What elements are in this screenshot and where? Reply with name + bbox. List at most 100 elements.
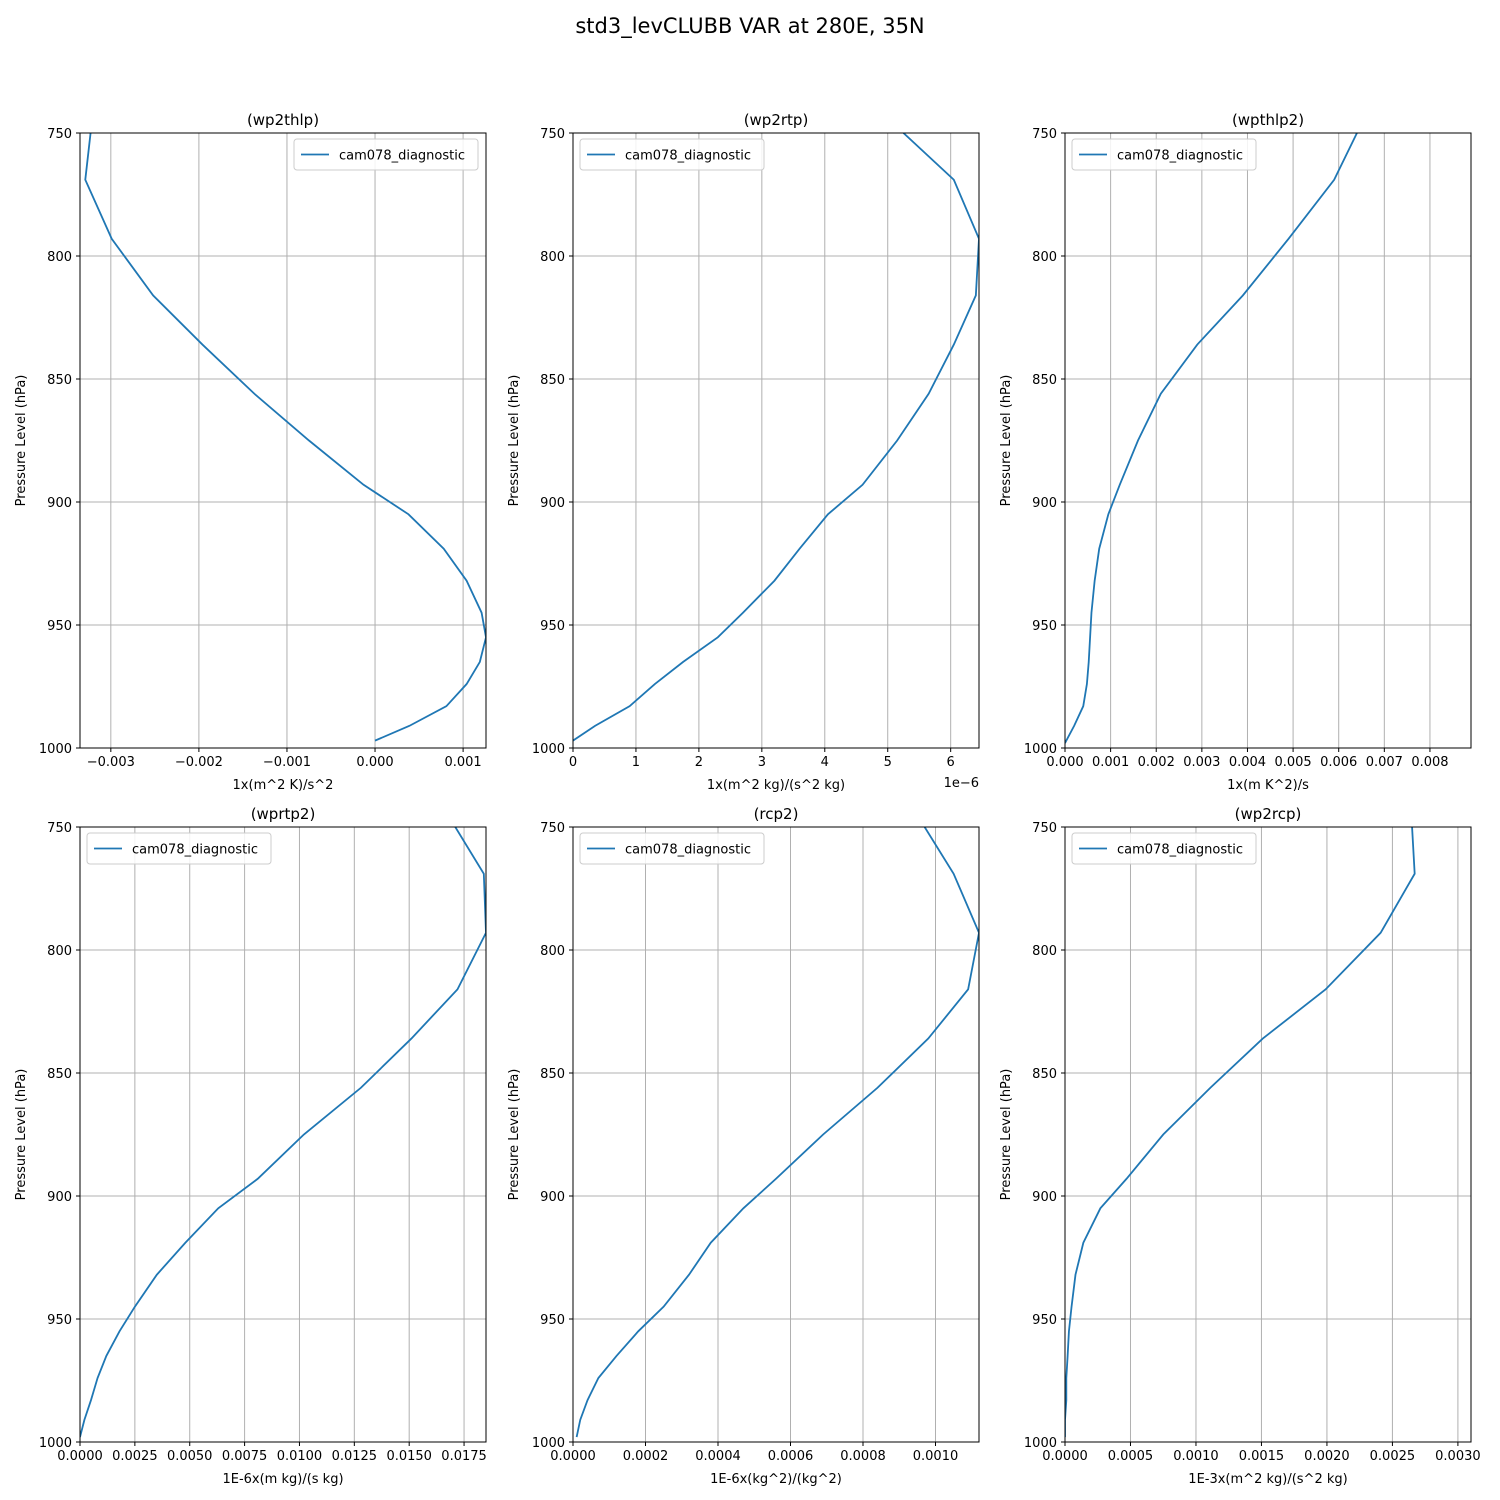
x-tick-label: 0.0125 — [332, 1449, 378, 1464]
y-axis-label: Pressure Level (hPa) — [507, 1069, 522, 1201]
legend-box — [1071, 138, 1257, 171]
y-axis-label: Pressure Level (hPa) — [507, 375, 522, 507]
legend-box — [293, 138, 479, 171]
y-tick-label: 800 — [1032, 944, 1057, 959]
y-tick-label: 850 — [47, 1067, 72, 1082]
y-tick-label: 950 — [1032, 619, 1057, 634]
legend-box — [579, 138, 765, 171]
x-tick-label: 0.0006 — [768, 1449, 814, 1464]
x-tick-label: 0.000 — [1046, 755, 1083, 770]
axes-frame — [79, 826, 487, 1443]
x-tick-label: 0.0015 — [1239, 1449, 1285, 1464]
legend-label: cam078_diagnostic — [339, 149, 465, 164]
x-axis-label: 1E-6x(kg^2)/(kg^2) — [710, 1472, 842, 1487]
x-tick-label: 0.0175 — [441, 1449, 487, 1464]
axes-frame — [572, 132, 980, 749]
x-tick-label: 0.0005 — [1108, 1449, 1154, 1464]
y-tick-label: 1000 — [532, 742, 565, 757]
x-tick-label: 0.0008 — [840, 1449, 886, 1464]
x-tick-label: 0 — [569, 755, 577, 770]
y-tick-label: 1000 — [1024, 1436, 1057, 1451]
x-tick-label: 0.0000 — [57, 1449, 103, 1464]
subplot-4: 0.0000 0.0025 0.0050 0.0075 0.0100 0.0125 0.01… — [14, 805, 487, 1487]
y-tick-label: 800 — [1032, 250, 1057, 265]
y-axis-label: Pressure Level (hPa) — [999, 375, 1014, 507]
legend-label: cam078_diagnostic — [1117, 149, 1243, 164]
legend-box — [1071, 832, 1257, 865]
x-tick-label: 0.006 — [1320, 755, 1357, 770]
legend-label: cam078_diagnostic — [625, 149, 751, 164]
subplot-3: 0.000 0.001 0.002 0.003 0.004 0.005 0.006 0.007… — [999, 111, 1472, 793]
y-tick-label: 750 — [1032, 821, 1057, 836]
subplot-6: 0.0000 0.0005 0.0010 0.0015 0.0020 0.0025 0.00… — [999, 805, 1481, 1487]
subplot-title: (rcp2) — [754, 805, 799, 823]
x-tick-label: 0.0004 — [695, 1449, 741, 1464]
x-tick-label: 3 — [758, 755, 766, 770]
y-axis-label: Pressure Level (hPa) — [14, 375, 29, 507]
y-tick-label: 1000 — [1024, 742, 1057, 757]
subplot-2: 0 1 2 3 4 5 6 750 800 850 900 950 1000 1e−6 (wp2rtp) 1x… — [507, 111, 980, 793]
y-tick-label: 800 — [540, 250, 565, 265]
x-tick-label: 0.0002 — [623, 1449, 669, 1464]
legend-box — [86, 832, 272, 865]
y-tick-label: 850 — [47, 373, 72, 388]
y-tick-label: 950 — [540, 619, 565, 634]
x-tick-label: 4 — [821, 755, 829, 770]
x-axis-label: 1x(m^2 K)/s^2 — [233, 778, 334, 793]
legend: cam078_diagnostic — [579, 832, 765, 865]
y-tick-label: 800 — [47, 944, 72, 959]
y-tick-label: 750 — [1032, 127, 1057, 142]
y-tick-label: 950 — [47, 619, 72, 634]
x-tick-label: 0.007 — [1366, 755, 1403, 770]
x-tick-label: 0.001 — [444, 755, 481, 770]
y-tick-label: 750 — [540, 127, 565, 142]
axes-frame — [572, 826, 980, 1443]
y-tick-label: 750 — [540, 821, 565, 836]
x-tick-label: 0.008 — [1411, 755, 1448, 770]
axes-frame — [79, 132, 487, 749]
x-tick-label: 0.0010 — [913, 1449, 959, 1464]
y-tick-label: 850 — [540, 373, 565, 388]
x-tick-label: 0.0075 — [222, 1449, 268, 1464]
legend: cam078_diagnostic — [86, 832, 272, 865]
x-tick-label: 0.0020 — [1304, 1449, 1350, 1464]
subplot-1: −0.003 −0.002 −0.001 0.000 0.001 750 800 850 900… — [14, 111, 487, 793]
y-tick-label: 1000 — [39, 742, 72, 757]
y-tick-label: 900 — [540, 496, 565, 511]
x-offset-text: 1e−6 — [944, 776, 979, 791]
x-tick-label: 0.001 — [1092, 755, 1129, 770]
x-tick-label: 0.0100 — [277, 1449, 323, 1464]
y-tick-label: 900 — [47, 496, 72, 511]
legend-label: cam078_diagnostic — [1117, 843, 1243, 858]
x-tick-label: −0.002 — [175, 755, 223, 770]
y-tick-label: 950 — [47, 1313, 72, 1328]
x-axis-label: 1E-3x(m^2 kg)/(s^2 kg) — [1188, 1472, 1347, 1487]
series-line-1 — [575, 827, 979, 1438]
x-axis-label: 1x(m^2 kg)/(s^2 kg) — [707, 778, 845, 793]
x-tick-label: 0.0000 — [1042, 1449, 1088, 1464]
x-tick-label: 2 — [695, 755, 703, 770]
x-tick-label: 0.003 — [1183, 755, 1220, 770]
axes-frame — [1064, 826, 1472, 1443]
y-tick-label: 900 — [1032, 1190, 1057, 1205]
y-tick-label: 950 — [540, 1313, 565, 1328]
y-tick-label: 950 — [1032, 1313, 1057, 1328]
subplot-title: (wp2thlp) — [247, 111, 319, 129]
x-tick-label: 0.0000 — [550, 1449, 596, 1464]
y-tick-label: 900 — [540, 1190, 565, 1205]
series-line-1 — [84, 133, 486, 742]
legend-label: cam078_diagnostic — [132, 843, 258, 858]
y-tick-label: 1000 — [39, 1436, 72, 1451]
x-axis-label: 1E-6x(m kg)/(s kg) — [222, 1472, 343, 1487]
x-tick-label: 6 — [947, 755, 955, 770]
y-axis-label: Pressure Level (hPa) — [999, 1069, 1014, 1201]
x-tick-label: 0.002 — [1138, 755, 1175, 770]
series-line-1 — [573, 133, 979, 742]
series-line-1 — [80, 827, 486, 1438]
y-tick-label: 900 — [47, 1190, 72, 1205]
x-axis-label: 1x(m K^2)/s — [1227, 778, 1309, 793]
y-tick-label: 800 — [47, 250, 72, 265]
y-tick-label: 850 — [540, 1067, 565, 1082]
x-tick-label: 0.0025 — [1370, 1449, 1416, 1464]
